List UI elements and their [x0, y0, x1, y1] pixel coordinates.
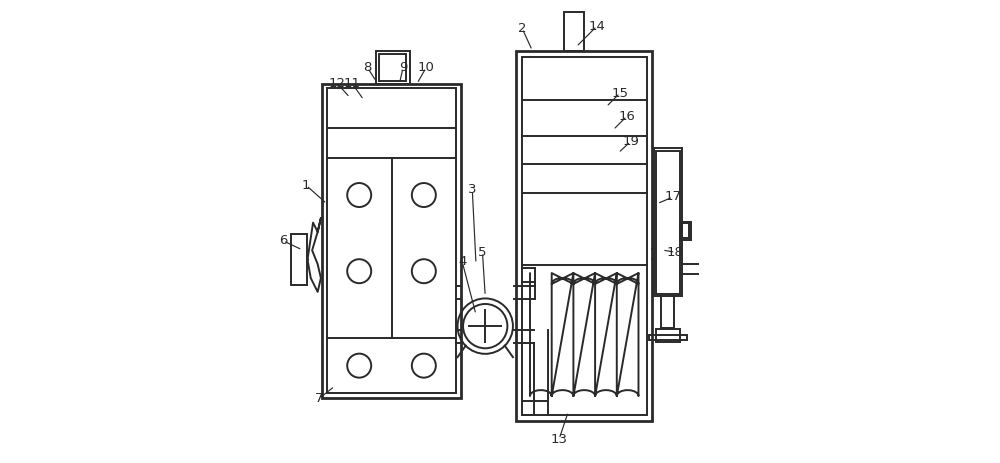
Bar	[516, 51, 652, 421]
Text: 8: 8	[363, 61, 372, 74]
Text: 2: 2	[518, 22, 526, 35]
Text: 10: 10	[418, 61, 435, 74]
Text: 1: 1	[302, 179, 310, 192]
Text: 17: 17	[665, 190, 682, 203]
Bar	[564, 12, 584, 51]
Text: 14: 14	[589, 19, 605, 32]
Text: 13: 13	[551, 433, 568, 446]
Bar	[654, 149, 682, 296]
Text: 4: 4	[458, 255, 466, 268]
Bar	[656, 151, 680, 294]
Bar	[649, 335, 687, 340]
Text: 19: 19	[622, 135, 639, 148]
Bar	[327, 88, 456, 393]
Text: 9: 9	[399, 61, 407, 74]
Bar	[656, 329, 680, 342]
Text: 11: 11	[344, 77, 361, 90]
Text: 16: 16	[619, 110, 635, 123]
Text: 15: 15	[612, 87, 629, 100]
Bar	[291, 234, 307, 285]
Bar	[379, 54, 406, 81]
Text: 7: 7	[315, 392, 323, 405]
Bar	[680, 221, 691, 240]
Bar	[682, 223, 689, 238]
Text: 3: 3	[468, 183, 477, 196]
Text: 5: 5	[478, 246, 487, 259]
Bar	[322, 84, 461, 398]
Text: 18: 18	[667, 246, 684, 259]
Text: 6: 6	[279, 234, 287, 247]
Bar	[376, 50, 410, 84]
Text: 12: 12	[329, 77, 346, 90]
Bar	[522, 57, 647, 415]
